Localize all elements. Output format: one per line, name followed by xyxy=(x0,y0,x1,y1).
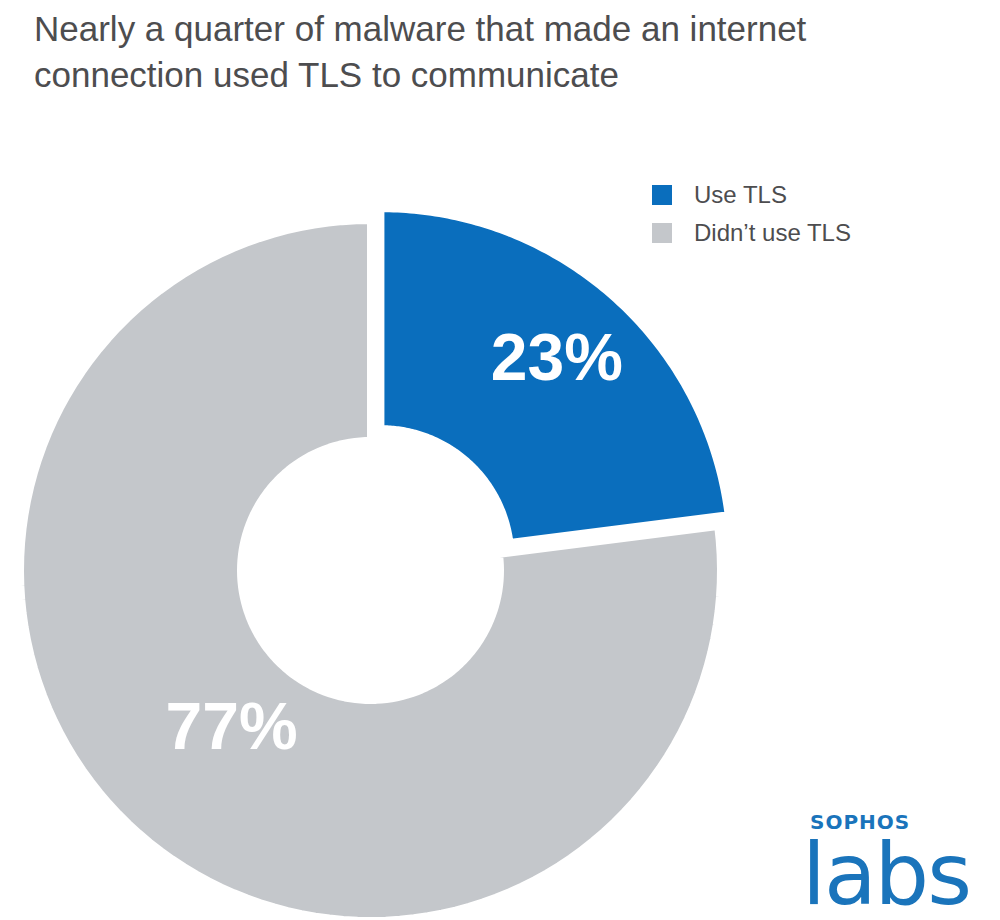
html-text:Didn’t use TLS: Didn’t use TLS xyxy=(694,219,851,246)
html-text:SOPHOS: SOPHOS xyxy=(810,810,911,834)
html-text:Use TLS: Use TLS xyxy=(694,181,787,208)
svg-text:23%: 23% xyxy=(491,320,623,394)
svg-text:77%: 77% xyxy=(166,689,298,763)
html-text:Nearly a quarter of malware th: Nearly a quarter of malware that made an… xyxy=(34,9,807,94)
